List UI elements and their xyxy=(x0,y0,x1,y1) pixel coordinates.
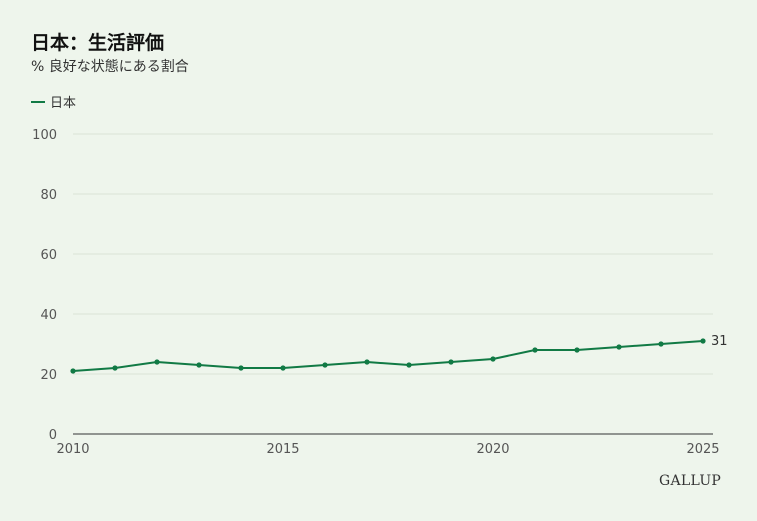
end-value-label: 31 xyxy=(711,334,728,349)
x-tick-label: 2010 xyxy=(56,442,89,457)
legend-swatch xyxy=(31,100,45,103)
y-tick-label: 0 xyxy=(49,428,57,443)
data-point xyxy=(448,359,454,365)
data-point xyxy=(154,359,160,365)
data-point xyxy=(574,347,580,353)
data-point xyxy=(616,344,622,350)
x-tick-label: 2015 xyxy=(266,442,299,457)
x-tick-label: 2025 xyxy=(686,442,719,457)
series-line xyxy=(72,340,704,372)
data-point xyxy=(280,365,286,371)
legend: 日本 xyxy=(31,92,76,111)
data-point xyxy=(364,359,370,365)
data-point xyxy=(490,356,496,362)
chart-subtitle: % 良好な状態にある割合 xyxy=(31,59,189,75)
data-point xyxy=(532,347,538,353)
legend-label: 日本 xyxy=(50,96,77,111)
data-point xyxy=(196,362,202,368)
x-tick-label: 2020 xyxy=(476,442,509,457)
chart-title: 日本：生活評価 xyxy=(31,32,165,54)
data-point xyxy=(658,341,664,347)
data-point xyxy=(700,338,706,344)
y-tick-label: 20 xyxy=(40,368,57,383)
data-point xyxy=(238,365,244,371)
y-tick-label: 80 xyxy=(40,188,57,203)
y-tick-label: 40 xyxy=(40,308,57,323)
data-point xyxy=(112,365,118,371)
data-point xyxy=(70,368,76,374)
y-tick-label: 100 xyxy=(32,128,57,143)
gallup-logo: GALLUP xyxy=(659,473,722,489)
y-tick-label: 60 xyxy=(40,248,57,263)
data-point xyxy=(406,362,412,368)
data-point xyxy=(322,362,328,368)
